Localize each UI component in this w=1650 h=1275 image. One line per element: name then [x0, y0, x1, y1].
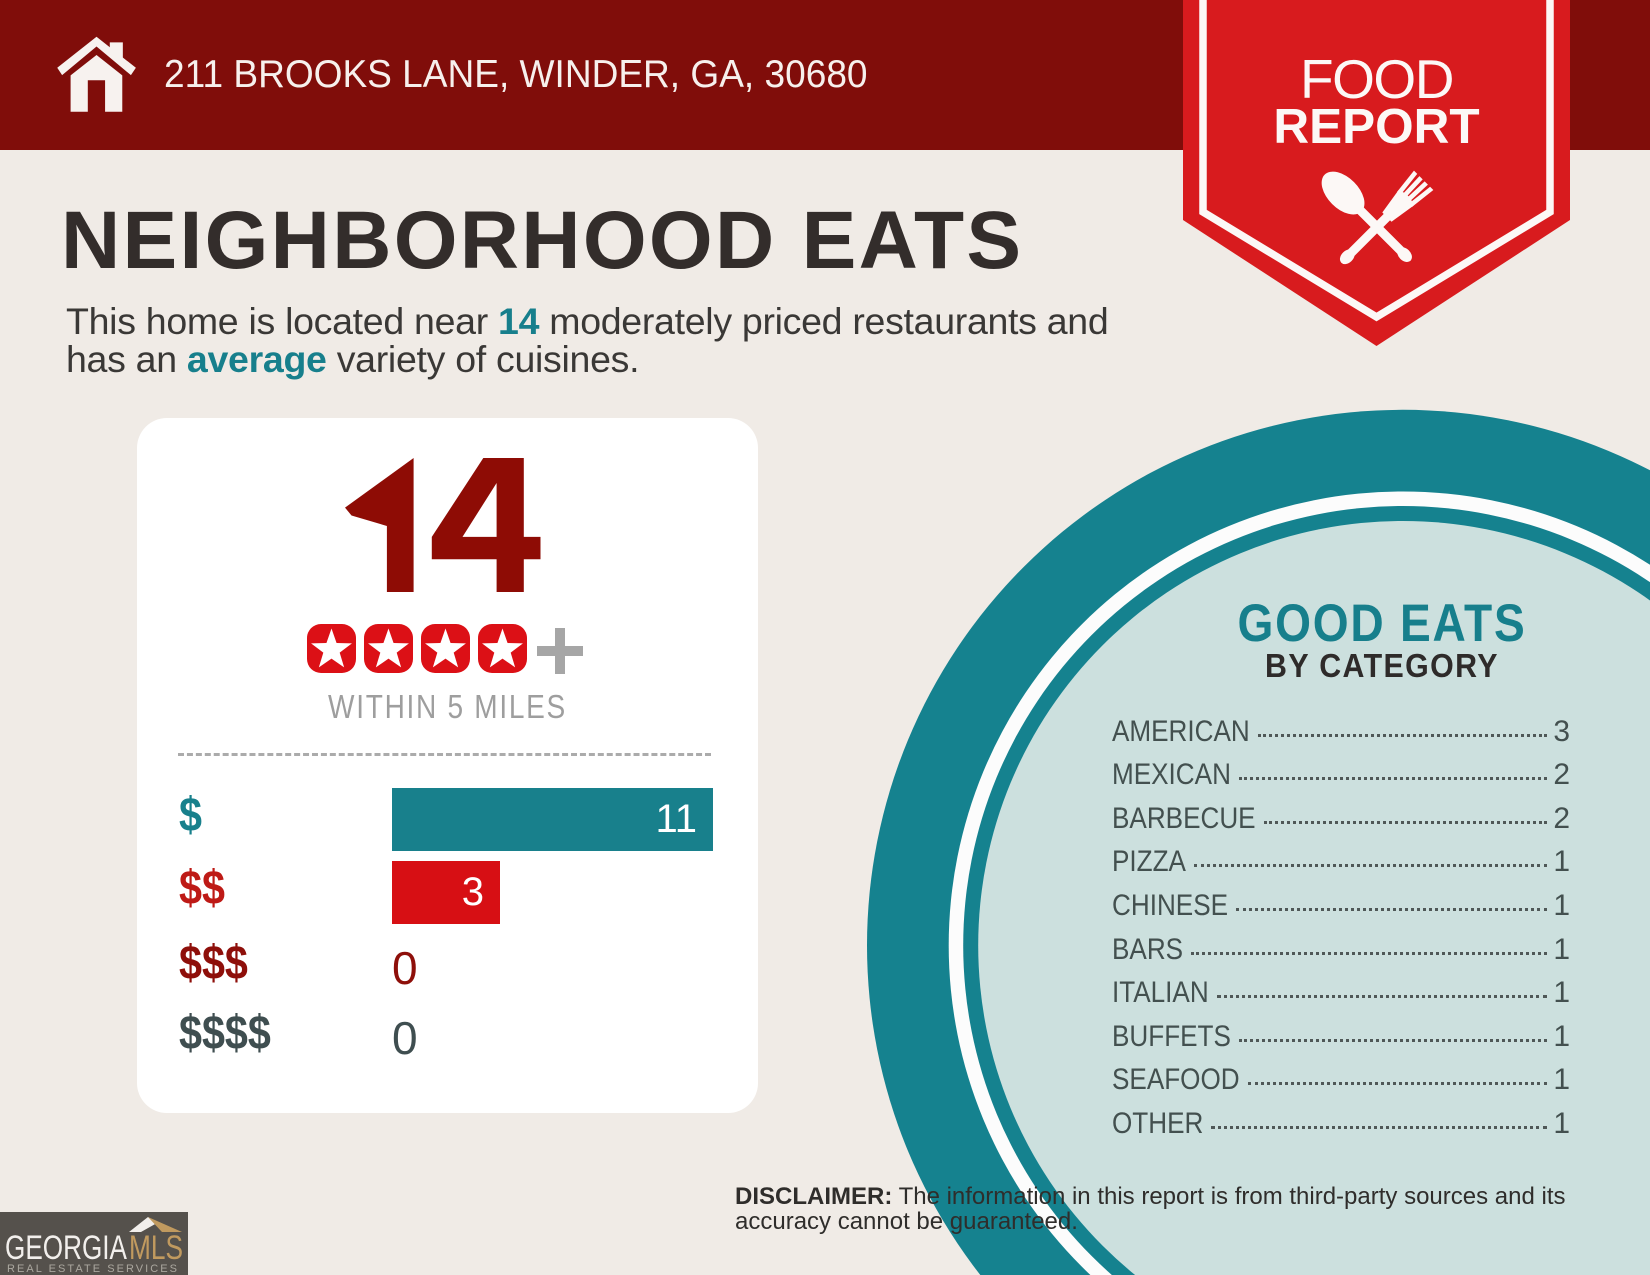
svg-text:MLS: MLS — [129, 1229, 183, 1267]
svg-text:GEORGIA: GEORGIA — [5, 1229, 127, 1267]
svg-text:REPORT: REPORT — [1273, 99, 1479, 154]
svg-text:REAL ESTATE SERVICES: REAL ESTATE SERVICES — [7, 1263, 179, 1275]
svg-text:FOOD: FOOD — [1300, 48, 1453, 110]
